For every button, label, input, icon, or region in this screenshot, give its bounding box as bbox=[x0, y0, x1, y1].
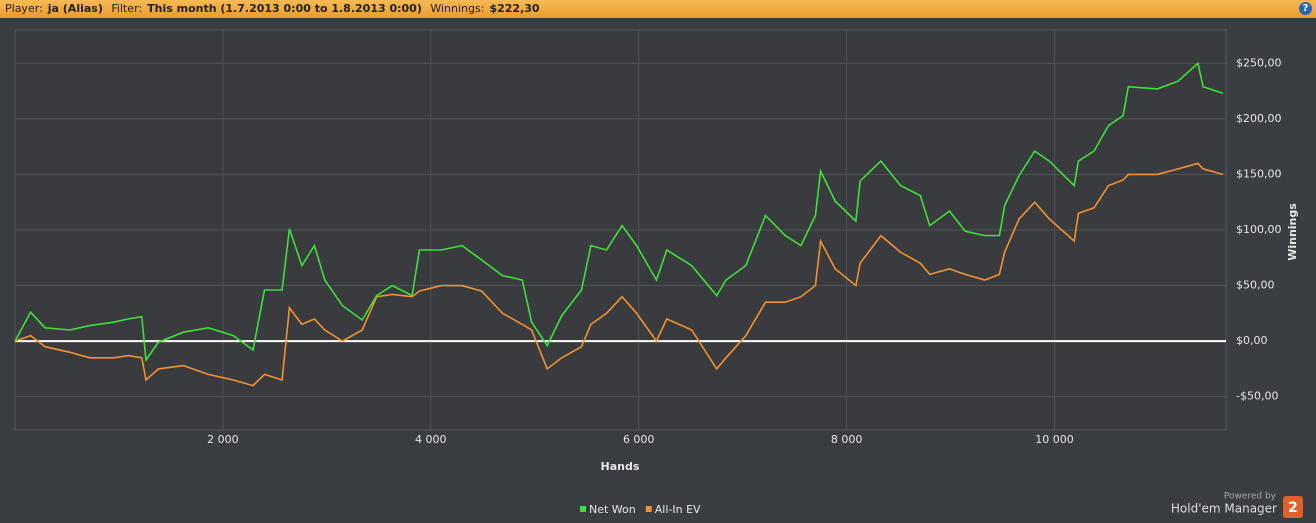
header-bar: Player: ja (Alias) Filter: This month (1.7… bbox=[0, 0, 1316, 18]
x-tick-label: 8 000 bbox=[831, 433, 863, 446]
help-button[interactable]: ? bbox=[1299, 2, 1312, 15]
y-tick-label: $150,00 bbox=[1236, 167, 1282, 180]
filter: This month (1.7.2013 0:00 to 1.8.2013 0:… bbox=[147, 2, 422, 15]
legend-label: Net Won bbox=[589, 503, 636, 516]
x-tick-label: 2 000 bbox=[207, 433, 239, 446]
x-tick-label: 4 000 bbox=[415, 433, 447, 446]
series-line bbox=[14, 162, 1224, 387]
logo-badge bbox=[1283, 496, 1303, 518]
y-axis-label: Winnings bbox=[1286, 203, 1299, 261]
winnings: $222,30 bbox=[489, 2, 540, 15]
legend-swatch bbox=[645, 506, 652, 512]
y-tick-label: $250,00 bbox=[1236, 56, 1282, 69]
legend-label: All-In EV bbox=[655, 503, 701, 516]
x-axis-label: Hands bbox=[601, 460, 640, 473]
player: ja (Alias) bbox=[47, 2, 103, 15]
filter-label: Filter: bbox=[111, 2, 143, 15]
x-tick-label: 10 000 bbox=[1035, 433, 1074, 446]
player-label: Player: bbox=[5, 2, 43, 15]
x-tick-label: 6 000 bbox=[623, 433, 655, 446]
winnings-label: Winnings: bbox=[430, 2, 485, 15]
y-tick-label: $0,00 bbox=[1236, 334, 1268, 347]
legend-swatch bbox=[580, 506, 586, 512]
y-tick-label: $50,00 bbox=[1236, 279, 1275, 292]
y-tick-label: -$50,00 bbox=[1236, 390, 1278, 403]
powered-by: Powered by bbox=[1224, 492, 1277, 502]
y-tick-label: $100,00 bbox=[1236, 223, 1282, 236]
y-tick-label: $200,00 bbox=[1236, 112, 1282, 125]
series-line bbox=[14, 61, 1224, 363]
product-name: Hold'em Manager bbox=[1171, 502, 1277, 516]
logo-version: 2 bbox=[1288, 500, 1298, 516]
